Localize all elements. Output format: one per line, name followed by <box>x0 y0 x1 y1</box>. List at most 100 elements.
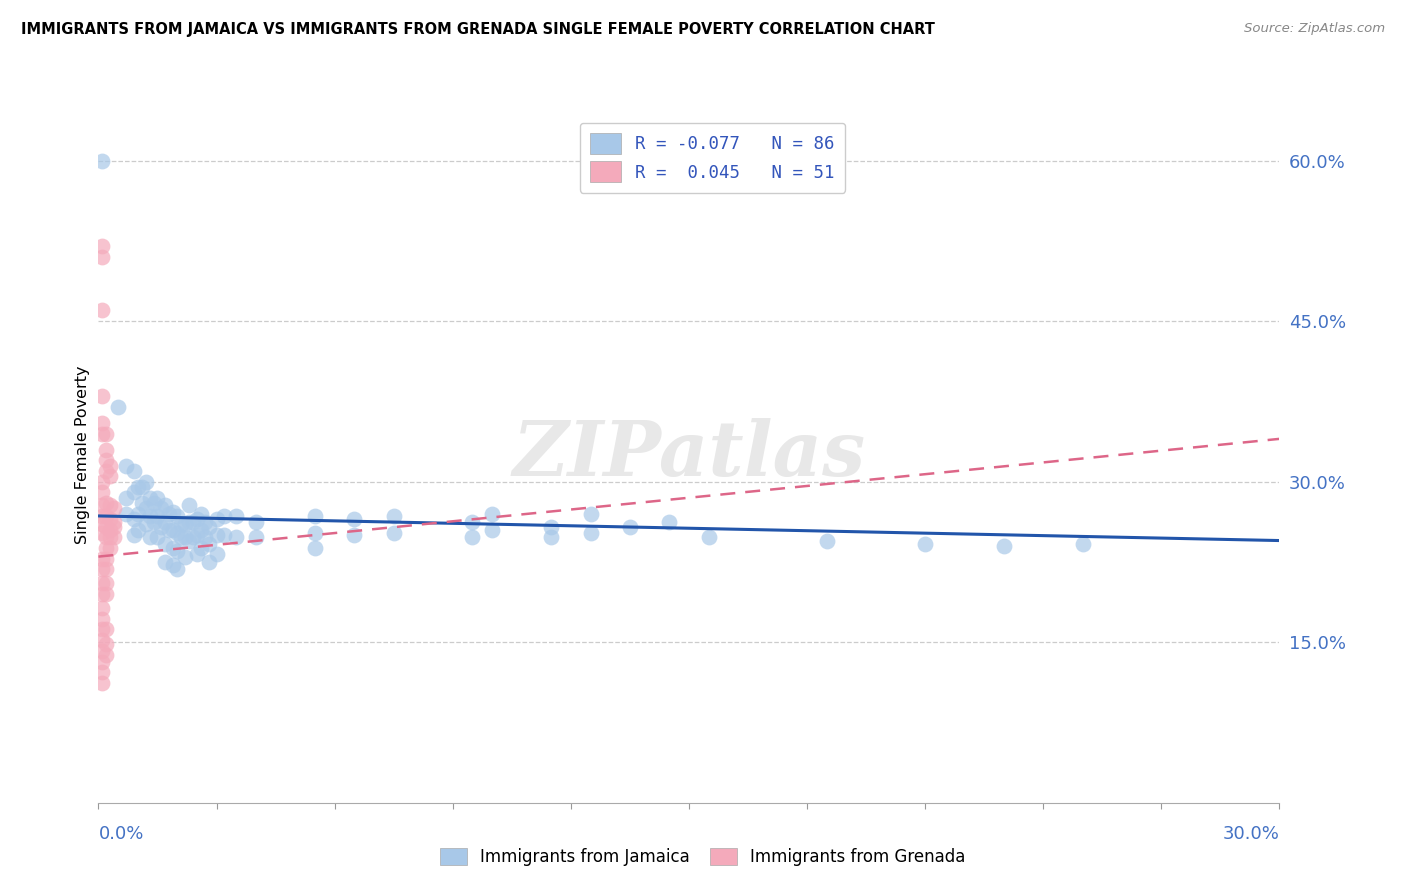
Point <box>122 464 145 478</box>
Point <box>205 548 228 562</box>
Point <box>91 475 114 489</box>
Point <box>540 530 562 544</box>
Point <box>194 530 217 544</box>
Point <box>122 528 145 542</box>
Point <box>214 508 236 523</box>
Point <box>162 558 184 573</box>
Point <box>115 507 138 521</box>
Point <box>177 533 200 548</box>
Point <box>91 623 114 637</box>
Point <box>98 458 121 473</box>
Text: 0.0%: 0.0% <box>98 825 143 843</box>
Point <box>658 516 681 530</box>
Legend: R = -0.077   N = 86, R =  0.045   N = 51: R = -0.077 N = 86, R = 0.045 N = 51 <box>579 123 845 193</box>
Point <box>177 516 200 530</box>
Point <box>91 498 114 512</box>
Point <box>142 516 165 530</box>
Point <box>304 541 326 555</box>
Text: Source: ZipAtlas.com: Source: ZipAtlas.com <box>1244 22 1385 36</box>
Point <box>122 512 145 526</box>
Point <box>190 523 212 537</box>
Point <box>540 519 562 533</box>
Point <box>304 526 326 541</box>
Point <box>461 516 484 530</box>
Point <box>177 498 200 512</box>
Point <box>382 508 405 523</box>
Point <box>146 491 169 505</box>
Point <box>131 480 153 494</box>
Point <box>245 530 267 544</box>
Point <box>91 485 114 500</box>
Point <box>619 519 641 533</box>
Point <box>96 519 118 533</box>
Point <box>91 250 114 264</box>
Point <box>103 530 125 544</box>
Point <box>91 153 114 168</box>
Point <box>91 587 114 601</box>
Point <box>205 528 228 542</box>
Point <box>205 512 228 526</box>
Point <box>135 501 157 516</box>
Point <box>91 665 114 680</box>
Point <box>91 612 114 626</box>
Point <box>1071 537 1094 551</box>
Point <box>91 576 114 591</box>
Point <box>245 516 267 530</box>
Point <box>135 475 157 489</box>
Point <box>96 442 118 457</box>
Point <box>96 648 118 662</box>
Point <box>197 519 219 533</box>
Point <box>481 523 503 537</box>
Point <box>91 416 114 430</box>
Point <box>343 528 366 542</box>
Point <box>166 526 188 541</box>
Point <box>162 541 184 555</box>
Point <box>170 530 193 544</box>
Point <box>186 548 208 562</box>
Point <box>91 655 114 669</box>
Point <box>115 491 138 505</box>
Point <box>131 496 153 510</box>
Point <box>225 530 247 544</box>
Point <box>96 576 118 591</box>
Point <box>127 480 149 494</box>
Point <box>166 508 188 523</box>
Point <box>98 498 121 512</box>
Point <box>194 516 217 530</box>
Point <box>96 464 118 478</box>
Point <box>155 516 177 530</box>
Point <box>162 505 184 519</box>
Point <box>96 562 118 576</box>
Point <box>103 501 125 516</box>
Point <box>91 517 114 532</box>
Point <box>135 517 157 532</box>
Point <box>461 530 484 544</box>
Point <box>225 508 247 523</box>
Point <box>98 523 121 537</box>
Point <box>579 507 602 521</box>
Point <box>343 512 366 526</box>
Point <box>481 507 503 521</box>
Point <box>122 485 145 500</box>
Point <box>197 537 219 551</box>
Point <box>96 426 118 441</box>
Point <box>157 523 180 537</box>
Point <box>91 508 114 523</box>
Point <box>155 537 177 551</box>
Legend: Immigrants from Jamaica, Immigrants from Grenada: Immigrants from Jamaica, Immigrants from… <box>434 841 972 873</box>
Point <box>98 541 121 555</box>
Point <box>91 601 114 615</box>
Text: ZIPatlas: ZIPatlas <box>512 418 866 491</box>
Point <box>96 587 118 601</box>
Point <box>96 541 118 555</box>
Point <box>115 458 138 473</box>
Point <box>174 517 197 532</box>
Point <box>155 498 177 512</box>
Point <box>96 508 118 523</box>
Point <box>138 530 160 544</box>
Point <box>107 400 129 414</box>
Point <box>166 544 188 558</box>
Point <box>162 523 184 537</box>
Text: IMMIGRANTS FROM JAMAICA VS IMMIGRANTS FROM GRENADA SINGLE FEMALE POVERTY CORRELA: IMMIGRANTS FROM JAMAICA VS IMMIGRANTS FR… <box>21 22 935 37</box>
Point <box>98 512 121 526</box>
